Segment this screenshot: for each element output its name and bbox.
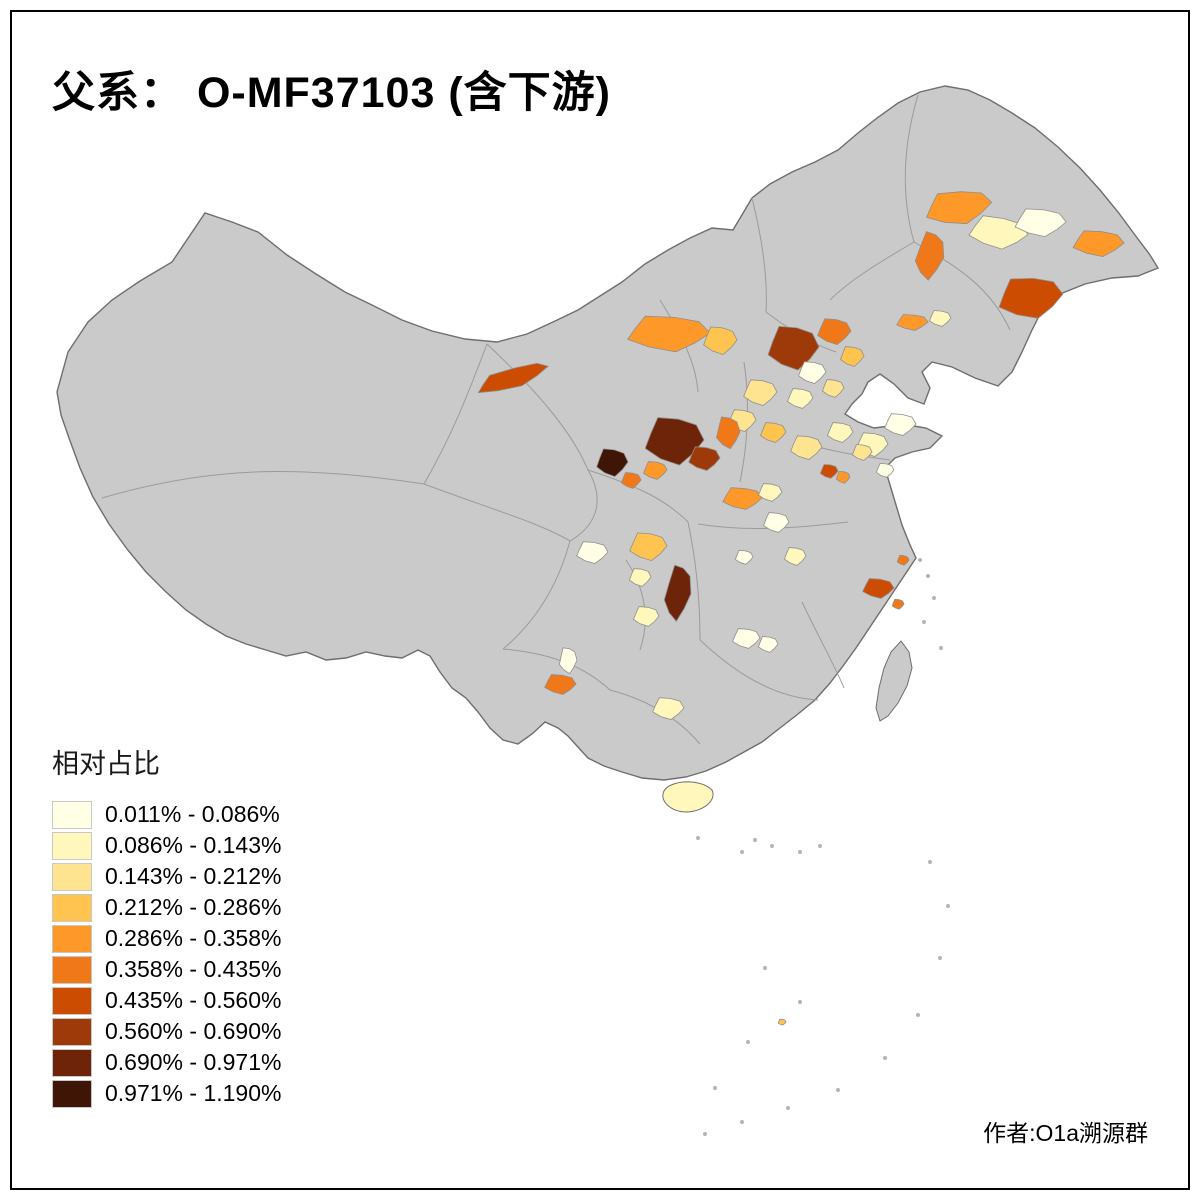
sea-islands: [696, 558, 950, 1136]
map-region: [875, 463, 895, 478]
map-region: [758, 483, 783, 502]
map-region: [891, 598, 905, 610]
china-mainland-outline: [56, 85, 1160, 781]
map-region: [929, 310, 952, 327]
map-region: [790, 435, 823, 460]
map-region: [633, 606, 660, 627]
legend-label: 0.143% - 0.212%: [105, 863, 282, 889]
legend-label: 0.971% - 1.190%: [105, 1080, 282, 1106]
map-region: [926, 191, 993, 225]
map-region: [1072, 230, 1125, 258]
map-region: [629, 568, 652, 587]
legend-row: 0.011% - 0.086%: [52, 799, 281, 830]
map-region: [968, 215, 1029, 250]
legend-row: 0.690% - 0.971%: [52, 1047, 281, 1078]
attribution: 作者:O1a溯源群: [983, 1120, 1148, 1146]
legend-row: 0.212% - 0.286%: [52, 892, 281, 923]
map-region: [663, 564, 692, 622]
map-region: [862, 578, 895, 599]
map-region: [914, 231, 945, 281]
legend-swatch: [52, 893, 92, 922]
map-region: [998, 277, 1064, 319]
map-region: [722, 487, 763, 510]
legend-label: 0.212% - 0.286%: [105, 894, 282, 920]
legend-row: 0.971% - 1.190%: [52, 1078, 281, 1109]
legend-label: 0.358% - 0.435%: [105, 956, 282, 982]
colored-regions: [477, 191, 1125, 1026]
map-region: [827, 422, 854, 443]
map-region: [896, 554, 910, 566]
map-region: [620, 472, 642, 489]
map-region: [784, 547, 807, 566]
map-region: [596, 448, 629, 478]
map-region: [688, 446, 721, 471]
map-region: [576, 541, 609, 564]
legend-label: 0.086% - 0.143%: [105, 832, 282, 858]
map-region: [558, 647, 578, 675]
map-region: [644, 417, 705, 466]
legend-label: 0.435% - 0.560%: [105, 987, 282, 1013]
legend: 相对占比 0.011% - 0.086% 0.086% - 0.143% 0.143…: [52, 742, 281, 1109]
legend-swatch: [52, 986, 92, 1015]
legend-label: 0.690% - 0.971%: [105, 1049, 282, 1075]
legend-label: 0.286% - 0.358%: [105, 925, 282, 951]
legend-swatch: [52, 1017, 92, 1046]
map-region: [477, 362, 549, 394]
map-region: [760, 422, 787, 443]
legend-title: 相对占比: [52, 749, 160, 779]
legend-label: 0.011% - 0.086%: [105, 801, 280, 827]
map-region: [822, 379, 845, 398]
map-region: [835, 470, 851, 484]
legend-row: 0.560% - 0.690%: [52, 1016, 281, 1047]
map-region: [763, 512, 790, 533]
legend-row: 0.086% - 0.143%: [52, 830, 281, 861]
map-region: [716, 416, 741, 450]
map-region: [884, 413, 917, 436]
legend-row: 0.143% - 0.212%: [52, 861, 281, 892]
legend-row: 0.435% - 0.560%: [52, 985, 281, 1016]
legend-rows: 0.011% - 0.086% 0.086% - 0.143% 0.143% - 0…: [52, 799, 281, 1109]
map-region: [787, 388, 814, 409]
map-region: [896, 314, 929, 331]
hainan-island: [662, 781, 714, 813]
map-region: [629, 532, 668, 562]
map-region: [819, 464, 839, 479]
legend-row: 0.286% - 0.358%: [52, 923, 281, 954]
map-region: [627, 315, 711, 353]
map-region: [840, 346, 865, 367]
map-region: [1014, 208, 1067, 238]
legend-label: 0.560% - 0.690%: [105, 1018, 282, 1044]
map-region: [777, 1018, 787, 1026]
legend-swatch: [52, 955, 92, 984]
map-region: [652, 697, 685, 720]
legend-swatch: [52, 1079, 92, 1108]
map-region: [798, 361, 827, 384]
legend-swatch: [52, 831, 92, 860]
map-region: [732, 628, 761, 649]
map-region: [643, 461, 668, 480]
map-region: [757, 636, 779, 653]
map-region: [743, 379, 778, 407]
taiwan-island: [875, 640, 913, 722]
legend-swatch: [52, 924, 92, 953]
map-region: [703, 326, 738, 356]
legend-swatch: [52, 800, 92, 829]
map-region: [851, 444, 873, 461]
legend-row: 0.358% - 0.435%: [52, 954, 281, 985]
map-region: [817, 318, 852, 346]
legend-swatch: [52, 862, 92, 891]
map-region: [734, 550, 754, 565]
page-title: 父系： O-MF37103 (含下游): [52, 69, 611, 117]
legend-swatch: [52, 1048, 92, 1077]
map-region: [544, 674, 577, 695]
